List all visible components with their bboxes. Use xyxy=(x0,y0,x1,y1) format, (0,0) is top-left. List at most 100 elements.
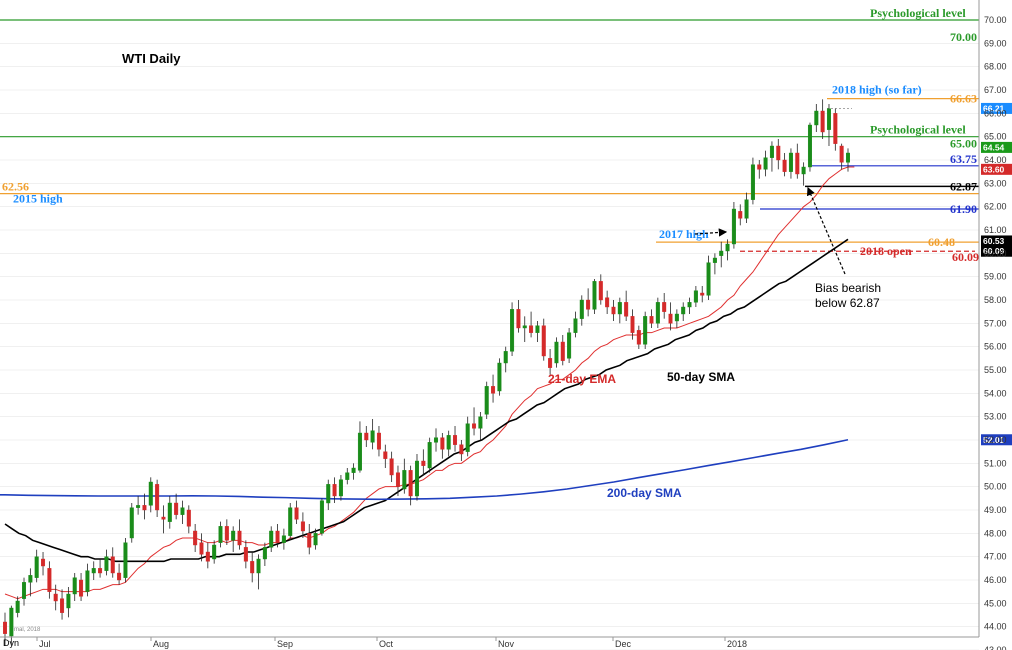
candle-body xyxy=(199,542,204,555)
candle-body xyxy=(319,500,324,534)
candle-body xyxy=(548,358,553,368)
candle-body xyxy=(662,302,667,312)
price-badge xyxy=(981,235,1012,247)
candle-body xyxy=(357,432,362,471)
candle-body xyxy=(383,451,388,459)
x-tick-label: Jul xyxy=(39,639,51,649)
candle-body xyxy=(541,325,546,357)
candle-body xyxy=(573,318,578,333)
candle-body xyxy=(389,458,394,476)
candle-body xyxy=(503,351,508,364)
candle-body xyxy=(446,435,451,450)
candle-body xyxy=(491,386,496,394)
y-tick-label: 69.00 xyxy=(984,38,1007,48)
candle-body xyxy=(212,544,217,560)
y-tick-label: 61.00 xyxy=(984,225,1007,235)
price-badge-text: 52.01 xyxy=(983,435,1005,445)
candle-body xyxy=(414,460,419,497)
candle-body xyxy=(820,110,825,133)
y-tick-label: 66.00 xyxy=(984,108,1007,118)
candle-body xyxy=(434,437,439,443)
level-label-psych-70: Psychological level xyxy=(870,6,966,20)
y-tick-label: 60.00 xyxy=(984,248,1007,258)
ema-label: 21-day EMA xyxy=(548,372,616,386)
y-tick-label: 52.00 xyxy=(984,435,1007,445)
sma50-label: 50-day SMA xyxy=(667,370,735,384)
y-tick-label: 45.00 xyxy=(984,598,1007,608)
candle-body xyxy=(826,108,831,130)
sma50-line xyxy=(4,238,849,563)
candle-body xyxy=(801,166,806,175)
candle-body xyxy=(250,561,255,574)
y-tick-label: 49.00 xyxy=(984,505,1007,515)
candle-body xyxy=(706,262,711,296)
candle-body xyxy=(338,479,343,497)
candle-body xyxy=(53,593,58,602)
candle-body xyxy=(681,306,686,315)
candle-body xyxy=(193,530,198,546)
level-label-psych-65: Psychological level xyxy=(870,123,966,137)
candle-body xyxy=(3,621,7,634)
candle-body xyxy=(529,325,534,333)
candle-body xyxy=(15,600,20,613)
candle-body xyxy=(757,164,762,170)
candle-body xyxy=(522,325,527,329)
candle-body xyxy=(155,484,160,511)
moving-averages xyxy=(0,166,855,600)
candle-body xyxy=(427,442,432,469)
price-badge xyxy=(981,141,1012,153)
level-value-open-2018: 60.09 xyxy=(952,250,979,264)
candle-body xyxy=(142,505,147,511)
y-tick-label: 56.00 xyxy=(984,342,1007,352)
candle-body xyxy=(85,570,90,592)
candle-body xyxy=(731,208,736,245)
candle-body xyxy=(28,575,33,583)
price-badge-text: 66.21 xyxy=(983,103,1005,113)
x-tick-label: Oct xyxy=(379,639,394,649)
level-value-lvl-6287: 62.87 xyxy=(950,179,977,193)
candle-body xyxy=(22,582,27,599)
candle-body xyxy=(459,444,464,455)
y-tick-label: 65.00 xyxy=(984,132,1007,142)
candle-body xyxy=(110,556,115,574)
level-value-psych-70: 70.00 xyxy=(950,30,977,44)
candle-body xyxy=(497,362,502,392)
y-tick-label: 47.00 xyxy=(984,552,1007,562)
candle-body xyxy=(66,593,71,609)
candle-body xyxy=(598,281,603,301)
candle-body xyxy=(750,164,755,200)
y-tick-label: 54.00 xyxy=(984,388,1007,398)
y-tick-label: 43.00 xyxy=(984,645,1007,650)
candle-body xyxy=(814,110,819,126)
candle-body xyxy=(687,302,692,308)
candle-body xyxy=(421,460,426,466)
candle-body xyxy=(262,547,267,560)
chart-title: WTI Daily xyxy=(122,51,181,66)
annotations: WTI Daily 21-day EMA 50-day SMA 200-day … xyxy=(3,51,1012,648)
candle-body xyxy=(440,437,445,450)
candle-body xyxy=(655,302,660,324)
candle-body xyxy=(478,416,483,429)
candle-body xyxy=(281,535,286,543)
candle-body xyxy=(453,435,458,445)
candle-body xyxy=(554,341,559,364)
candle-body xyxy=(34,556,39,578)
y-tick-label: 58.00 xyxy=(984,295,1007,305)
candle-body xyxy=(104,556,109,571)
candle-body xyxy=(345,472,350,480)
y-tick-label: 51.00 xyxy=(984,458,1007,468)
candle-body xyxy=(712,257,717,263)
price-badge xyxy=(981,434,1012,446)
candle-body xyxy=(129,507,134,539)
candle-body xyxy=(807,124,812,168)
candle-body xyxy=(776,145,781,161)
price-badge-text: 60.53 xyxy=(983,236,1005,246)
bias-note-line2: below 62.87 xyxy=(815,296,880,310)
candle-body xyxy=(60,598,65,613)
y-tick-label: 48.00 xyxy=(984,528,1007,538)
level-value-high-2018: 66.63 xyxy=(950,92,977,106)
candle-body xyxy=(224,526,229,541)
level-value-psych-65: 65.00 xyxy=(950,137,977,151)
